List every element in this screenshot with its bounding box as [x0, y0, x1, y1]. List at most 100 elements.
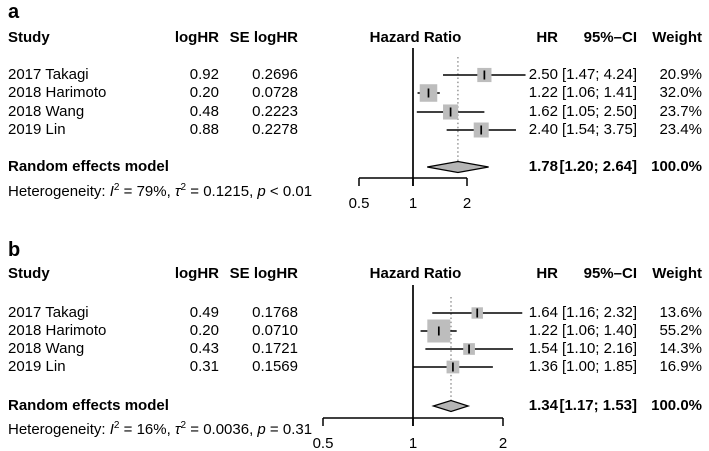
study-name-cell: 2018 Harimoto: [8, 322, 107, 339]
column-header-loghr: logHR: [174, 29, 219, 46]
se-cell: 0.1569: [252, 358, 298, 375]
hr-cell: 1.36: [528, 358, 558, 375]
panel-b-label: b: [8, 239, 21, 261]
het-tau-value: = 0.0036,: [186, 421, 258, 438]
het-tau-symbol: τ: [174, 183, 181, 200]
hr-cell: 1.54: [528, 340, 558, 357]
loghr-cell: 0.49: [189, 304, 219, 321]
weight-cell: 55.2%: [659, 322, 702, 339]
x-axis-tick-label: 2: [499, 435, 507, 451]
column-header-hr: HR: [536, 29, 558, 46]
study-name-cell: 2018 Harimoto: [8, 84, 107, 101]
ci-cell: [1.06; 1.41]: [561, 84, 637, 101]
weight-cell: 14.3%: [659, 340, 702, 357]
heterogeneity-stats: Heterogeneity: I2 = 79%, τ2 = 0.1215, p …: [8, 179, 313, 200]
hr-cell: 1.64: [528, 304, 558, 321]
pooled-weight-cell: 100.0%: [651, 397, 702, 414]
hr-cell: 2.40: [528, 121, 558, 138]
pooled-result-row: Random effects model 1.34 [1.17; 1.53] 1…: [0, 397, 709, 415]
study-row: 2019 Lin 0.31 0.1569 1.36 [1.00; 1.85] 1…: [0, 358, 709, 376]
study-row: 2018 Harimoto 0.20 0.0710 1.22 [1.06; 1.…: [0, 322, 709, 340]
column-header-ci: 95%–CI: [583, 265, 637, 282]
column-header-study: Study: [8, 29, 50, 46]
x-axis-tick-label: 2: [463, 195, 471, 212]
column-header-hr: HR: [536, 265, 558, 282]
loghr-cell: 0.88: [189, 121, 219, 138]
het-tau-exponent: 2: [180, 182, 187, 193]
het-i-value: = 79%,: [119, 183, 175, 200]
het-p-symbol: p: [257, 183, 266, 200]
study-name-cell: 2019 Lin: [8, 358, 66, 375]
column-header-weight: Weight: [652, 29, 702, 46]
study-name-cell: 2019 Lin: [8, 121, 66, 138]
ci-cell: [1.16; 2.32]: [561, 304, 637, 321]
se-cell: 0.2696: [252, 66, 298, 83]
study-name-cell: 2018 Wang: [8, 340, 85, 357]
column-header-weight: Weight: [652, 265, 702, 282]
pooled-model-label: Random effects model: [8, 397, 169, 414]
loghr-cell: 0.48: [189, 103, 219, 120]
study-row: 2018 Harimoto 0.20 0.0728 1.22 [1.06; 1.…: [0, 84, 709, 102]
het-i-symbol: I: [109, 421, 114, 438]
column-header-se-loghr: SE logHR: [229, 29, 298, 46]
ci-cell: [1.06; 1.40]: [561, 322, 637, 339]
het-p-symbol: p: [257, 421, 266, 438]
pooled-weight-cell: 100.0%: [651, 158, 702, 175]
hr-cell: 1.62: [528, 103, 558, 120]
het-prefix: Heterogeneity:: [8, 183, 110, 200]
column-header-hazard-ratio: Hazard Ratio: [369, 29, 462, 46]
x-axis-tick-label: 1: [409, 195, 417, 212]
het-i-exponent: 2: [113, 420, 120, 431]
weight-cell: 23.4%: [659, 121, 702, 138]
heterogeneity-stats: Heterogeneity: I2 = 16%, τ2 = 0.0036, p …: [8, 417, 312, 438]
het-i-symbol: I: [109, 183, 114, 200]
het-tau-exponent: 2: [180, 420, 187, 431]
pooled-estimate-diamond: [431, 399, 471, 413]
weight-cell: 23.7%: [659, 103, 702, 120]
pooled-estimate-diamond: [427, 160, 489, 174]
ci-cell: [1.00; 1.85]: [561, 358, 637, 375]
study-row: 2018 Wang 0.48 0.2223 1.62 [1.05; 2.50] …: [0, 103, 709, 121]
loghr-cell: 0.20: [189, 84, 219, 101]
study-row: 2019 Lin 0.88 0.2278 2.40 [1.54; 3.75] 2…: [0, 121, 709, 139]
column-header-hazard-ratio: Hazard Ratio: [369, 265, 462, 282]
het-p-value: < 0.01: [265, 183, 313, 200]
pooled-hr-cell: 1.78: [528, 158, 558, 175]
loghr-cell: 0.92: [189, 66, 219, 83]
column-header-ci: 95%–CI: [583, 29, 637, 46]
study-row: 2017 Takagi 0.92 0.2696 2.50 [1.47; 4.24…: [0, 66, 709, 84]
hr-cell: 1.22: [528, 84, 558, 101]
se-cell: 0.2223: [252, 103, 298, 120]
study-name-cell: 2017 Takagi: [8, 304, 89, 321]
panel-a-label: a: [8, 1, 20, 23]
column-header-se-loghr: SE logHR: [229, 265, 298, 282]
pooled-hr-cell: 1.34: [528, 397, 558, 414]
ci-cell: [1.54; 3.75]: [561, 121, 637, 138]
het-i-exponent: 2: [113, 182, 120, 193]
se-cell: 0.2278: [252, 121, 298, 138]
panel-a-header-row: Study logHR SE logHR Hazard Ratio HR 95%…: [0, 29, 709, 47]
pooled-ci-cell: [1.20; 2.64]: [559, 158, 637, 175]
weight-cell: 20.9%: [659, 66, 702, 83]
study-row: 2018 Wang 0.43 0.1721 1.54 [1.10; 2.16] …: [0, 340, 709, 358]
column-header-study: Study: [8, 265, 50, 282]
study-name-cell: 2017 Takagi: [8, 66, 89, 83]
ci-cell: [1.10; 2.16]: [561, 340, 637, 357]
se-cell: 0.1768: [252, 304, 298, 321]
loghr-cell: 0.31: [189, 358, 219, 375]
panel-b-header-row: Study logHR SE logHR Hazard Ratio HR 95%…: [0, 265, 709, 283]
het-tau-symbol: τ: [174, 421, 181, 438]
se-cell: 0.0710: [252, 322, 298, 339]
x-axis-tick-label: 1: [409, 435, 417, 451]
pooled-model-label: Random effects model: [8, 158, 169, 175]
pooled-ci-cell: [1.17; 1.53]: [559, 397, 637, 414]
hr-cell: 2.50: [528, 66, 558, 83]
het-i-value: = 16%,: [119, 421, 175, 438]
weight-cell: 32.0%: [659, 84, 702, 101]
se-cell: 0.1721: [252, 340, 298, 357]
weight-cell: 13.6%: [659, 304, 702, 321]
loghr-cell: 0.20: [189, 322, 219, 339]
study-row: 2017 Takagi 0.49 0.1768 1.64 [1.16; 2.32…: [0, 304, 709, 322]
